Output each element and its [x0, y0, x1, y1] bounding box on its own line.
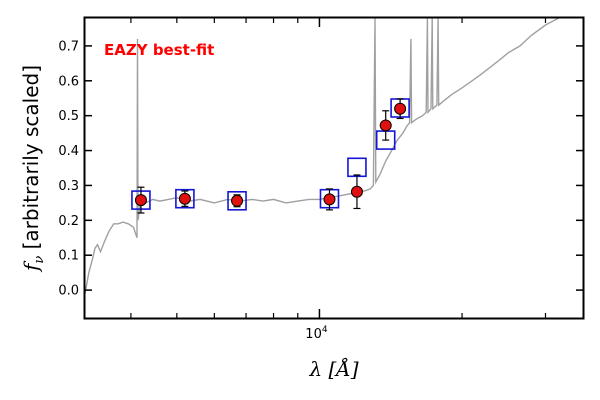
y-axis-title-text: [arbitrarily scaled]	[19, 65, 43, 256]
plot-frame	[83, 16, 585, 320]
observed-point	[379, 119, 392, 132]
y-tick-label: 0.5	[58, 109, 79, 124]
y-tick-label: 0.6	[58, 74, 79, 89]
y-tick-label: 0.7	[58, 39, 79, 54]
plot-area	[85, 18, 560, 294]
model-square	[175, 188, 195, 209]
observed-point	[134, 194, 147, 207]
annotation-label: EAZY best-fit	[104, 41, 214, 59]
observed-point	[394, 102, 407, 115]
model-square	[347, 157, 367, 178]
observed-point	[231, 194, 244, 207]
y-tick-label: 0.3	[58, 179, 79, 194]
observed-point	[350, 185, 363, 198]
sed-line	[85, 18, 560, 294]
y-axis-title-sub: ν	[32, 256, 47, 264]
x-axis-title-text: [Å]	[322, 356, 359, 381]
x-axis-title-math: λ	[308, 357, 322, 381]
x-tick-label-exponent: 4	[322, 325, 328, 335]
observed-point	[323, 193, 336, 206]
x-axis-title: λ [Å]	[308, 356, 358, 381]
y-tick-label: 0.2	[58, 214, 79, 229]
x-tick-label-base: 10	[305, 327, 322, 342]
y-tick-label: 0.4	[58, 144, 79, 159]
x-tick-label: 104	[305, 325, 328, 342]
y-axis-title: fν [arbitrarily scaled]	[19, 65, 47, 273]
model-square	[227, 190, 247, 211]
y-tick-label: 0.1	[58, 249, 79, 264]
observed-point	[178, 192, 191, 205]
y-tick-label: 0.0	[58, 284, 79, 299]
